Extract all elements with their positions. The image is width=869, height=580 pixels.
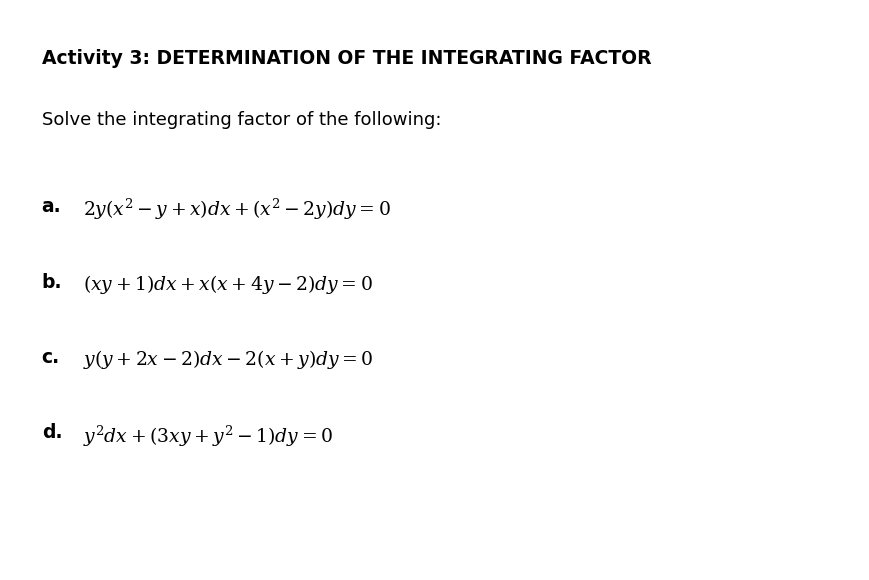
Text: Activity 3: DETERMINATION OF THE INTEGRATING FACTOR: Activity 3: DETERMINATION OF THE INTEGRA… — [42, 49, 652, 68]
Text: $y^2dx + (3xy + y^2 - 1)dy = 0$: $y^2dx + (3xy + y^2 - 1)dy = 0$ — [83, 423, 333, 448]
Text: $2y(x^2 - y + x)dx + (x^2 - 2y)dy = 0$: $2y(x^2 - y + x)dx + (x^2 - 2y)dy = 0$ — [83, 197, 390, 222]
Text: Solve the integrating factor of the following:: Solve the integrating factor of the foll… — [42, 111, 441, 129]
Text: d.: d. — [42, 423, 63, 443]
Text: a.: a. — [42, 197, 62, 216]
Text: $y(y + 2x - 2)dx - 2(x + y)dy = 0$: $y(y + 2x - 2)dx - 2(x + y)dy = 0$ — [83, 348, 373, 371]
Text: c.: c. — [42, 348, 60, 367]
Text: $(xy + 1)dx + x(x + 4y - 2)dy = 0$: $(xy + 1)dx + x(x + 4y - 2)dy = 0$ — [83, 273, 373, 296]
Text: b.: b. — [42, 273, 63, 292]
